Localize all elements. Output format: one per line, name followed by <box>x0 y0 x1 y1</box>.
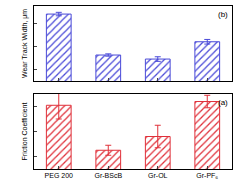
svg-text:Wear Track Width, μm: Wear Track Width, μm <box>21 9 29 78</box>
svg-text:(b): (b) <box>218 10 228 19</box>
svg-text:Gr-OL: Gr-OL <box>148 172 168 179</box>
svg-text:PEG 200: PEG 200 <box>45 172 74 179</box>
svg-text:Gr-PF₆: Gr-PF₆ <box>196 172 218 179</box>
svg-text:(a): (a) <box>218 98 228 107</box>
svg-text:Gr-BScB: Gr-BScB <box>94 172 122 179</box>
svg-text:Friction Coefficient: Friction Coefficient <box>21 103 28 161</box>
